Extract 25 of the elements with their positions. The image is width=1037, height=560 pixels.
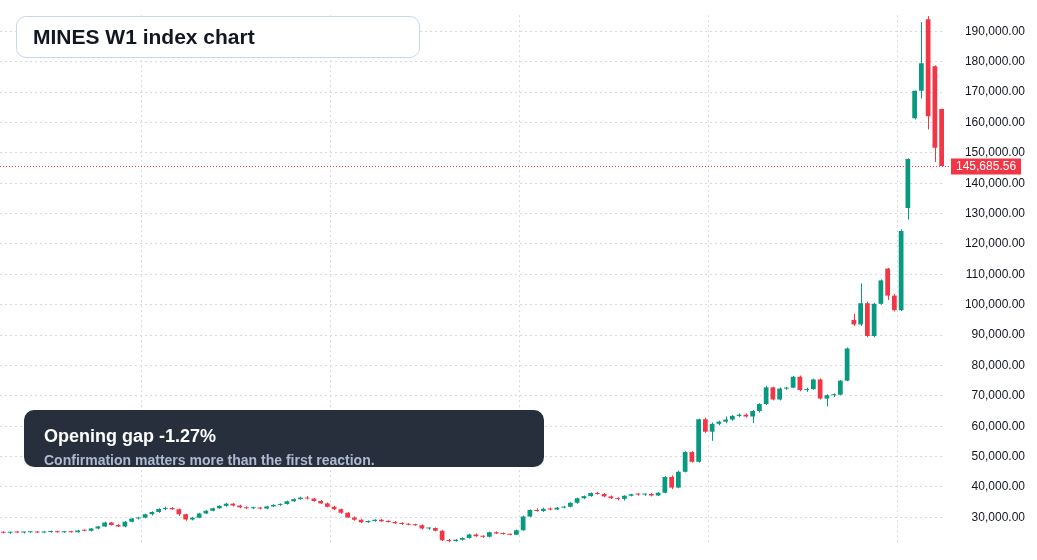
y-tick-label: 140,000.00 <box>964 175 1026 190</box>
candlestick <box>480 534 485 539</box>
candlestick <box>534 507 539 513</box>
y-tick-label: 60,000.00 <box>971 418 1026 433</box>
y-tick-label: 160,000.00 <box>964 114 1026 129</box>
y-tick-label: 150,000.00 <box>964 145 1026 160</box>
y-tick-label: 80,000.00 <box>971 357 1026 372</box>
y-tick-label: 50,000.00 <box>971 448 1026 463</box>
title-box: MINES W1 index chart <box>16 16 420 58</box>
callout-box: Opening gap -1.27% Confirmation matters more than the first reaction. <box>24 410 544 467</box>
annotation: Confirmation matters more than the first reaction. <box>44 452 376 468</box>
y-tick-label: 100,000.00 <box>964 297 1026 312</box>
y-tick-label: 90,000.00 <box>971 327 1026 342</box>
candlestick <box>858 282 863 327</box>
y-tick-label: 120,000.00 <box>964 236 1026 251</box>
y-tick-label: 180,000.00 <box>964 53 1026 68</box>
y-tick-label: 40,000.00 <box>971 479 1026 494</box>
y-tick-label: 190,000.00 <box>964 23 1026 38</box>
ref-line-label: 145,685.56 <box>956 158 1017 173</box>
y-tick-label: 30,000.00 <box>971 509 1026 524</box>
y-tick-label: 70,000.00 <box>971 388 1026 403</box>
annotation: Opening gap -1.27% <box>44 426 218 447</box>
y-tick-label: 110,000.00 <box>965 266 1026 281</box>
y-tick-label: 130,000.00 <box>964 205 1026 220</box>
y-tick-label: 170,000.00 <box>964 84 1026 99</box>
